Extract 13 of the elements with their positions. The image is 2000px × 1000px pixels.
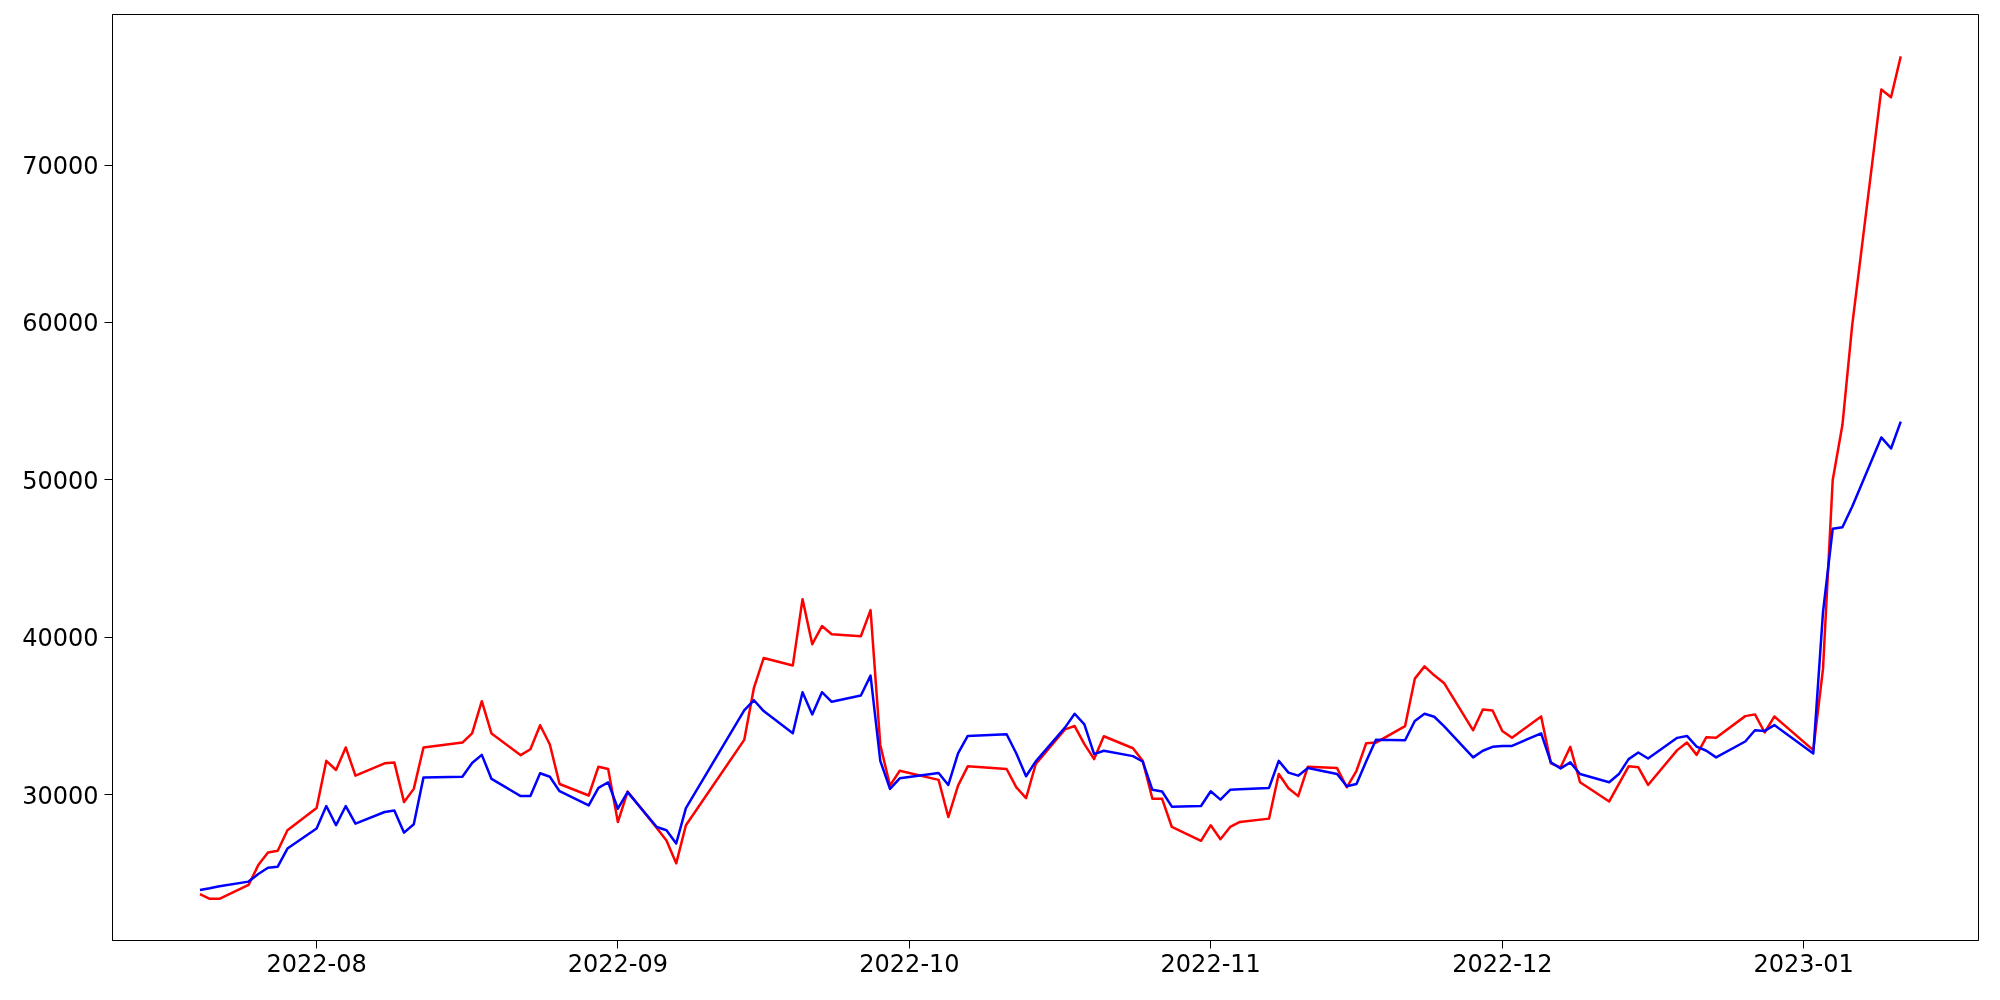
x-tick-label: 2023-01 xyxy=(1753,949,1854,978)
x-tick-label: 2022-11 xyxy=(1160,949,1261,978)
x-tick-label: 2022-12 xyxy=(1452,949,1553,978)
x-tick-label: 2022-09 xyxy=(567,949,669,978)
x-tick-label: 2022-10 xyxy=(859,949,960,978)
y-tick-label: 50000 xyxy=(22,466,99,495)
line-series xyxy=(198,55,1902,901)
y-tick-label: 70000 xyxy=(22,152,99,181)
x-tick-label: 2022-08 xyxy=(266,949,367,978)
line-series xyxy=(198,420,1902,892)
y-tick-label: 60000 xyxy=(22,309,99,338)
y-tick-label: 40000 xyxy=(22,624,99,653)
y-tick-label: 30000 xyxy=(22,781,99,810)
